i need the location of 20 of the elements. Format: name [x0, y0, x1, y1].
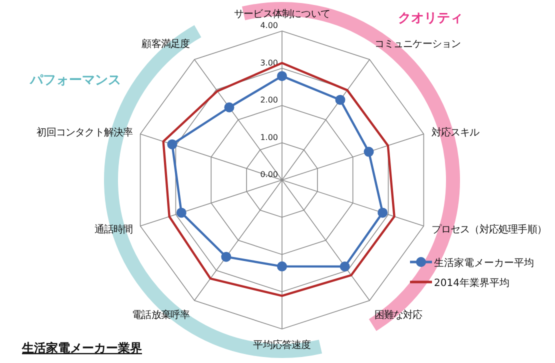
spoke-label: 通話時間 — [94, 224, 134, 236]
spoke-label: 顧客満足度 — [142, 38, 190, 50]
text: パフォーマンス — [29, 73, 121, 88]
spoke-label: サービス体制について — [234, 8, 330, 20]
spoke-label: 困難な対応 — [374, 309, 423, 322]
y-tick-label: 3.00 — [260, 58, 278, 68]
spoke-label: コミュニケーション — [374, 38, 462, 50]
y-tick-label: 0.00 — [260, 170, 278, 179]
spoke-label: プロセス（対応処理手順） — [431, 224, 547, 236]
y-tick-label: 2.00 — [260, 96, 278, 104]
text: クオリティ — [398, 11, 463, 26]
text: 生活家電メーカー業界 — [21, 341, 142, 355]
spoke-label: 電話放棄呼率 — [132, 309, 190, 322]
y-tick-label: 1.00 — [260, 132, 278, 142]
legend-label: 2014年業界平均 — [434, 277, 510, 289]
legend-label: 生活家電メーカー平均 — [434, 257, 534, 269]
spoke-label: 初回コンタクト解決率 — [36, 126, 134, 138]
y-tick-label: 4.00 — [260, 21, 278, 30]
spoke-label: 平均応答速度 — [253, 339, 312, 351]
spoke-label: 対応スキル — [431, 126, 480, 138]
